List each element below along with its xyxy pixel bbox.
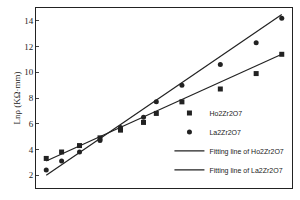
svg-text:12: 12 xyxy=(24,42,33,52)
svg-text:2: 2 xyxy=(29,170,34,180)
svg-text:6: 6 xyxy=(29,119,34,129)
svg-text:Fitting line of Ho2Zr2O7: Fitting line of Ho2Zr2O7 xyxy=(209,148,283,156)
svg-text:Fitting line of La2Zr2O7: Fitting line of La2Zr2O7 xyxy=(209,167,282,175)
svg-text:10: 10 xyxy=(24,67,34,77)
svg-text:La2Zr2O7: La2Zr2O7 xyxy=(209,129,241,136)
svg-text:4: 4 xyxy=(29,145,34,155)
svg-text:Ho2Zr2O7: Ho2Zr2O7 xyxy=(209,110,242,117)
svg-text:8: 8 xyxy=(29,93,34,103)
svg-text:14: 14 xyxy=(24,16,34,26)
svg-text:Lnρ (KΩ·mm): Lnρ (KΩ·mm) xyxy=(12,72,22,125)
